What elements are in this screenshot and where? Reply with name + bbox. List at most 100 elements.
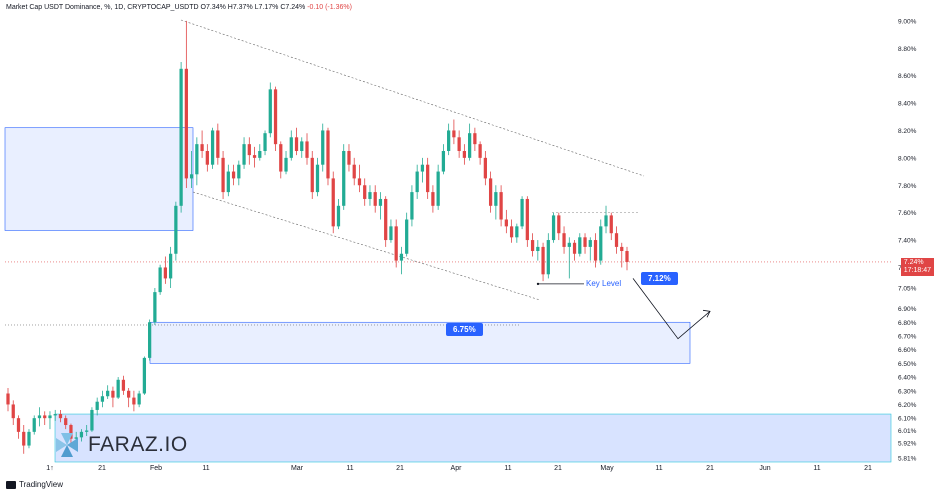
candle xyxy=(515,226,519,238)
tradingview-logo-icon xyxy=(6,480,16,489)
candle xyxy=(258,151,262,158)
candle xyxy=(22,431,26,446)
candle xyxy=(168,253,173,279)
candle xyxy=(593,240,598,261)
ohlc-close: C7.24% xyxy=(280,4,306,11)
candle xyxy=(588,240,592,247)
candle xyxy=(457,137,461,152)
zone-0 xyxy=(4,127,194,231)
candle xyxy=(79,431,84,438)
candle xyxy=(394,226,398,261)
candle xyxy=(525,198,529,241)
candle xyxy=(342,151,346,206)
candle xyxy=(436,171,440,206)
candle xyxy=(142,357,147,394)
candle xyxy=(352,164,356,179)
candle xyxy=(441,151,446,172)
y-tick-label: 8.40% xyxy=(898,101,917,108)
x-tick-label: Jun xyxy=(759,465,770,472)
x-tick-label: Mar xyxy=(291,465,304,472)
watermark-text: FARAZ.IO xyxy=(88,433,188,456)
callout-upper[interactable]: 7.12% xyxy=(641,272,678,286)
y-tick-label: 7.80% xyxy=(898,183,917,190)
candle xyxy=(6,393,10,405)
y-tick-label: 6.20% xyxy=(898,402,917,409)
candle xyxy=(488,178,493,206)
candle xyxy=(95,401,99,410)
time-axis[interactable]: 1↑ 21 Feb 11 Mar 11 21 Apr 11 21 May 11 21 Jun 11 21 xyxy=(46,465,872,472)
x-tick-label: 21 xyxy=(98,465,106,472)
candle xyxy=(562,233,566,247)
candle xyxy=(127,390,131,398)
callout-lower[interactable]: 6.75% xyxy=(446,323,483,337)
candle xyxy=(546,240,550,275)
chart-header: Market Cap USDT Dominance, %, 1D, CRYPTO… xyxy=(6,4,352,11)
candle xyxy=(373,192,377,206)
candle xyxy=(64,418,68,426)
candle xyxy=(378,198,383,206)
candle xyxy=(431,192,435,206)
x-tick-label: Apr xyxy=(451,465,463,472)
candle xyxy=(200,144,204,152)
x-tick-label: 11 xyxy=(202,465,209,472)
candle xyxy=(37,415,42,419)
overlay-layer xyxy=(536,278,711,340)
candle xyxy=(473,133,477,145)
candle xyxy=(294,137,299,152)
key-level-dot xyxy=(536,282,540,286)
candle xyxy=(184,68,188,179)
candle xyxy=(384,198,388,241)
candle xyxy=(252,155,257,158)
candle xyxy=(614,233,619,247)
candle xyxy=(69,425,73,439)
candle xyxy=(163,267,167,279)
candle xyxy=(289,137,293,158)
candle xyxy=(357,178,362,186)
ohlc-open: O7.34% xyxy=(200,4,226,11)
y-tick-label: 7.60% xyxy=(898,210,917,217)
current-price-tag: 7.24% 17:18:47 xyxy=(900,257,934,276)
zones-layer xyxy=(4,127,892,463)
candle xyxy=(300,141,304,152)
current-price-time: 17:18:47 xyxy=(903,266,931,274)
candle xyxy=(572,242,577,254)
candle xyxy=(247,144,251,156)
candle xyxy=(116,379,120,398)
y-tick-label: 5.81% xyxy=(898,455,917,462)
candle xyxy=(499,192,503,220)
candle xyxy=(363,185,367,199)
candle xyxy=(478,144,482,158)
y-tick-label: 8.20% xyxy=(898,128,917,135)
price-axis[interactable]: 9.00% 8.80% 8.60% 8.40% 8.20% 8.00% 7.80% 7.60%… xyxy=(898,18,917,462)
candle xyxy=(189,174,194,179)
symbol-title[interactable]: Market Cap USDT Dominance, %, 1D, CRYPTO… xyxy=(6,4,199,11)
x-tick-label: 21 xyxy=(864,465,872,472)
candle xyxy=(85,430,89,432)
candle xyxy=(557,215,561,234)
x-tick-label: May xyxy=(600,465,614,472)
candle xyxy=(43,415,47,419)
candle xyxy=(331,178,335,227)
candle xyxy=(609,215,613,234)
candle xyxy=(494,192,498,206)
candle xyxy=(509,226,514,238)
candle xyxy=(326,130,330,179)
footer-brand[interactable]: TradingView xyxy=(6,480,63,489)
x-tick-label: Feb xyxy=(150,465,162,472)
candle xyxy=(32,418,36,432)
x-tick-label: 21 xyxy=(706,465,714,472)
candle xyxy=(483,157,487,179)
candle xyxy=(74,437,78,439)
candle xyxy=(58,414,63,419)
candle xyxy=(336,205,341,227)
candles-layer xyxy=(6,20,629,454)
key-level-label[interactable]: Key Level xyxy=(586,278,622,288)
candle xyxy=(420,164,425,172)
candle xyxy=(231,171,236,179)
candle xyxy=(452,130,456,138)
zone-2 xyxy=(54,413,892,463)
y-tick-label: 7.05% xyxy=(898,286,917,293)
candle xyxy=(221,157,225,193)
candle xyxy=(179,68,183,206)
